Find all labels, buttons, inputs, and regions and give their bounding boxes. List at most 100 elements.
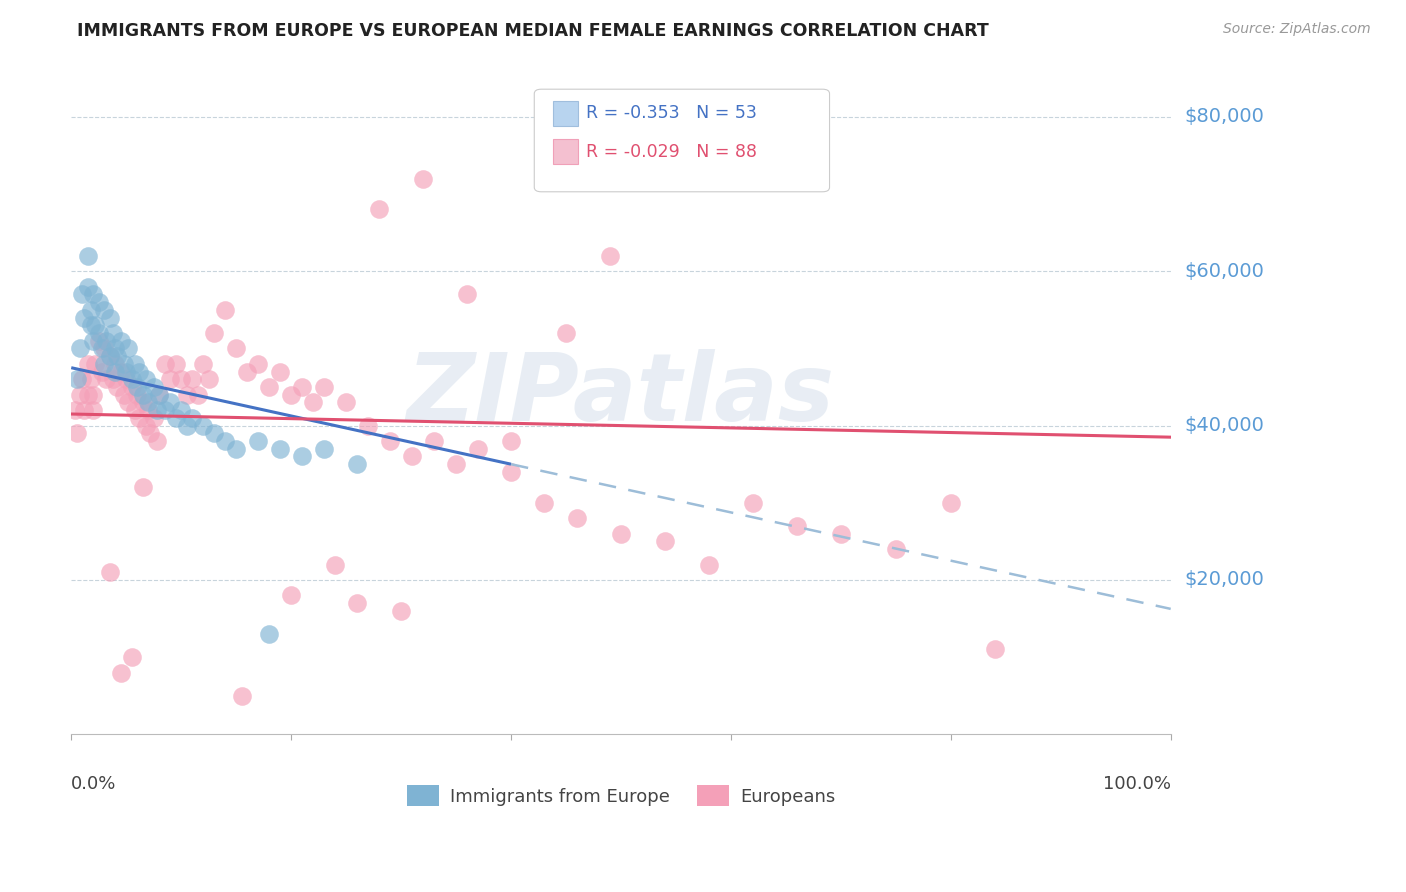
Point <box>82 334 104 348</box>
Point <box>87 295 110 310</box>
Point <box>214 434 236 448</box>
Point <box>142 380 165 394</box>
Point <box>131 395 153 409</box>
Point <box>467 442 489 456</box>
Point <box>104 357 127 371</box>
Point <box>98 349 121 363</box>
Point <box>830 526 852 541</box>
Point <box>91 365 114 379</box>
Point <box>73 310 96 325</box>
Point <box>423 434 446 448</box>
Point <box>697 558 720 572</box>
Point <box>110 365 132 379</box>
Point <box>104 365 127 379</box>
Text: IMMIGRANTS FROM EUROPE VS EUROPEAN MEDIAN FEMALE EARNINGS CORRELATION CHART: IMMIGRANTS FROM EUROPE VS EUROPEAN MEDIA… <box>77 22 988 40</box>
Point <box>533 496 555 510</box>
Point <box>127 380 149 394</box>
Point <box>257 627 280 641</box>
Text: 100.0%: 100.0% <box>1102 775 1171 793</box>
Point <box>80 318 103 333</box>
Point <box>302 395 325 409</box>
Point <box>117 395 139 409</box>
Text: $80,000: $80,000 <box>1185 107 1264 127</box>
Point <box>112 357 135 371</box>
Point <box>148 388 170 402</box>
Point <box>291 380 314 394</box>
Point <box>76 279 98 293</box>
Point <box>225 442 247 456</box>
Point <box>70 372 93 386</box>
Point <box>124 357 146 371</box>
Point <box>91 342 114 356</box>
Point <box>159 372 181 386</box>
Point <box>107 380 129 394</box>
Point <box>136 395 159 409</box>
Point <box>181 410 204 425</box>
Point <box>346 596 368 610</box>
Point <box>115 365 138 379</box>
Point <box>82 287 104 301</box>
Point <box>82 403 104 417</box>
Point <box>389 604 412 618</box>
Point <box>741 496 763 510</box>
Point <box>323 558 346 572</box>
Point <box>96 372 118 386</box>
Point <box>654 534 676 549</box>
Point <box>412 171 434 186</box>
Point <box>69 342 91 356</box>
Point <box>69 388 91 402</box>
Text: ZIPatlas: ZIPatlas <box>406 349 835 441</box>
Point <box>76 357 98 371</box>
Point <box>73 403 96 417</box>
Point <box>153 357 176 371</box>
Point <box>193 418 215 433</box>
Point <box>599 249 621 263</box>
Text: R = -0.353   N = 53: R = -0.353 N = 53 <box>586 104 758 122</box>
Point <box>280 588 302 602</box>
Point <box>93 302 115 317</box>
Point <box>170 372 193 386</box>
Point <box>884 542 907 557</box>
Point <box>104 342 127 356</box>
Point <box>247 357 270 371</box>
Text: $60,000: $60,000 <box>1185 261 1264 281</box>
Point <box>159 395 181 409</box>
Point <box>117 342 139 356</box>
Point <box>610 526 633 541</box>
Point <box>939 496 962 510</box>
Point <box>786 519 808 533</box>
Point <box>280 388 302 402</box>
Point <box>131 388 153 402</box>
Point <box>96 334 118 348</box>
Point <box>131 480 153 494</box>
Point <box>378 434 401 448</box>
Point <box>101 326 124 340</box>
Point <box>121 650 143 665</box>
Point <box>148 388 170 402</box>
Point <box>107 349 129 363</box>
Point <box>101 372 124 386</box>
Text: $40,000: $40,000 <box>1185 416 1264 435</box>
Point <box>66 426 89 441</box>
Point <box>142 410 165 425</box>
Point <box>87 326 110 340</box>
Point <box>110 665 132 680</box>
Point <box>66 372 89 386</box>
Point <box>98 310 121 325</box>
Point <box>444 457 467 471</box>
Point <box>247 434 270 448</box>
Text: Source: ZipAtlas.com: Source: ZipAtlas.com <box>1223 22 1371 37</box>
Point <box>565 511 588 525</box>
Point <box>346 457 368 471</box>
Point <box>236 365 259 379</box>
Point <box>136 403 159 417</box>
Point <box>214 302 236 317</box>
Point <box>357 418 380 433</box>
Point <box>187 388 209 402</box>
Point <box>165 410 187 425</box>
Point <box>98 349 121 363</box>
Point <box>984 642 1007 657</box>
Point <box>181 372 204 386</box>
Point <box>128 410 150 425</box>
Point <box>80 372 103 386</box>
